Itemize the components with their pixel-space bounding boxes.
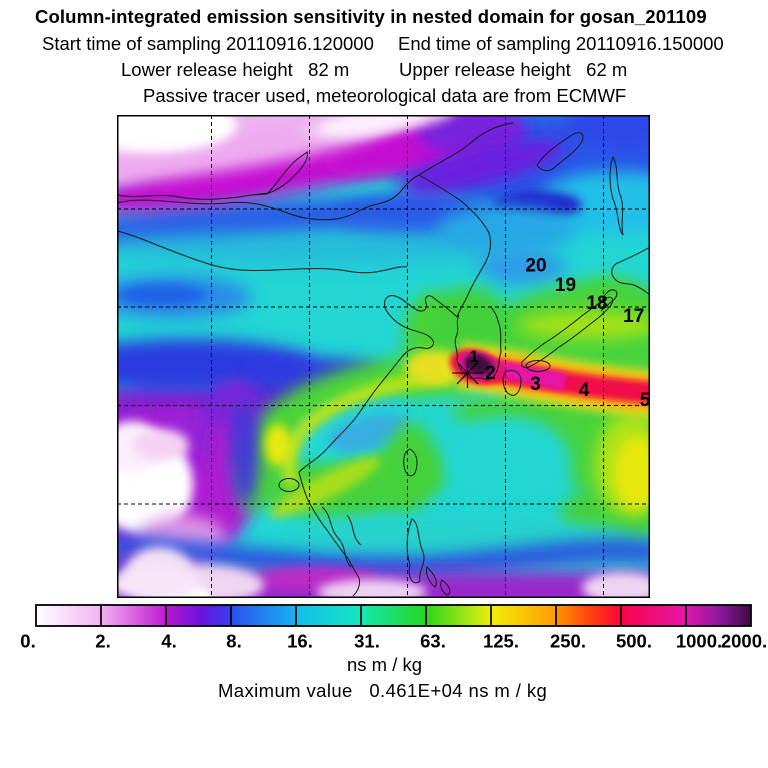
svg-text:1000.: 1000. [676, 631, 722, 652]
svg-text:500.: 500. [616, 631, 652, 652]
svg-text:2000.: 2000. [721, 631, 767, 652]
svg-text:5: 5 [640, 390, 650, 411]
svg-text:125.: 125. [483, 631, 519, 652]
svg-text:8.: 8. [226, 631, 241, 652]
svg-text:63.: 63. [420, 631, 446, 652]
svg-text:31.: 31. [354, 631, 380, 652]
svg-text:4.: 4. [161, 631, 176, 652]
svg-text:20: 20 [525, 256, 546, 277]
svg-text:17: 17 [623, 306, 644, 327]
svg-text:18: 18 [586, 293, 607, 314]
svg-text:1: 1 [469, 347, 478, 366]
svg-text:4: 4 [579, 380, 590, 401]
svg-text:2.: 2. [95, 631, 110, 652]
svg-text:16.: 16. [287, 631, 313, 652]
svg-text:0.: 0. [20, 631, 35, 652]
svg-text:250.: 250. [550, 631, 586, 652]
svg-text:19: 19 [555, 275, 576, 296]
svg-text:3: 3 [530, 374, 541, 395]
svg-text:2: 2 [485, 363, 496, 384]
